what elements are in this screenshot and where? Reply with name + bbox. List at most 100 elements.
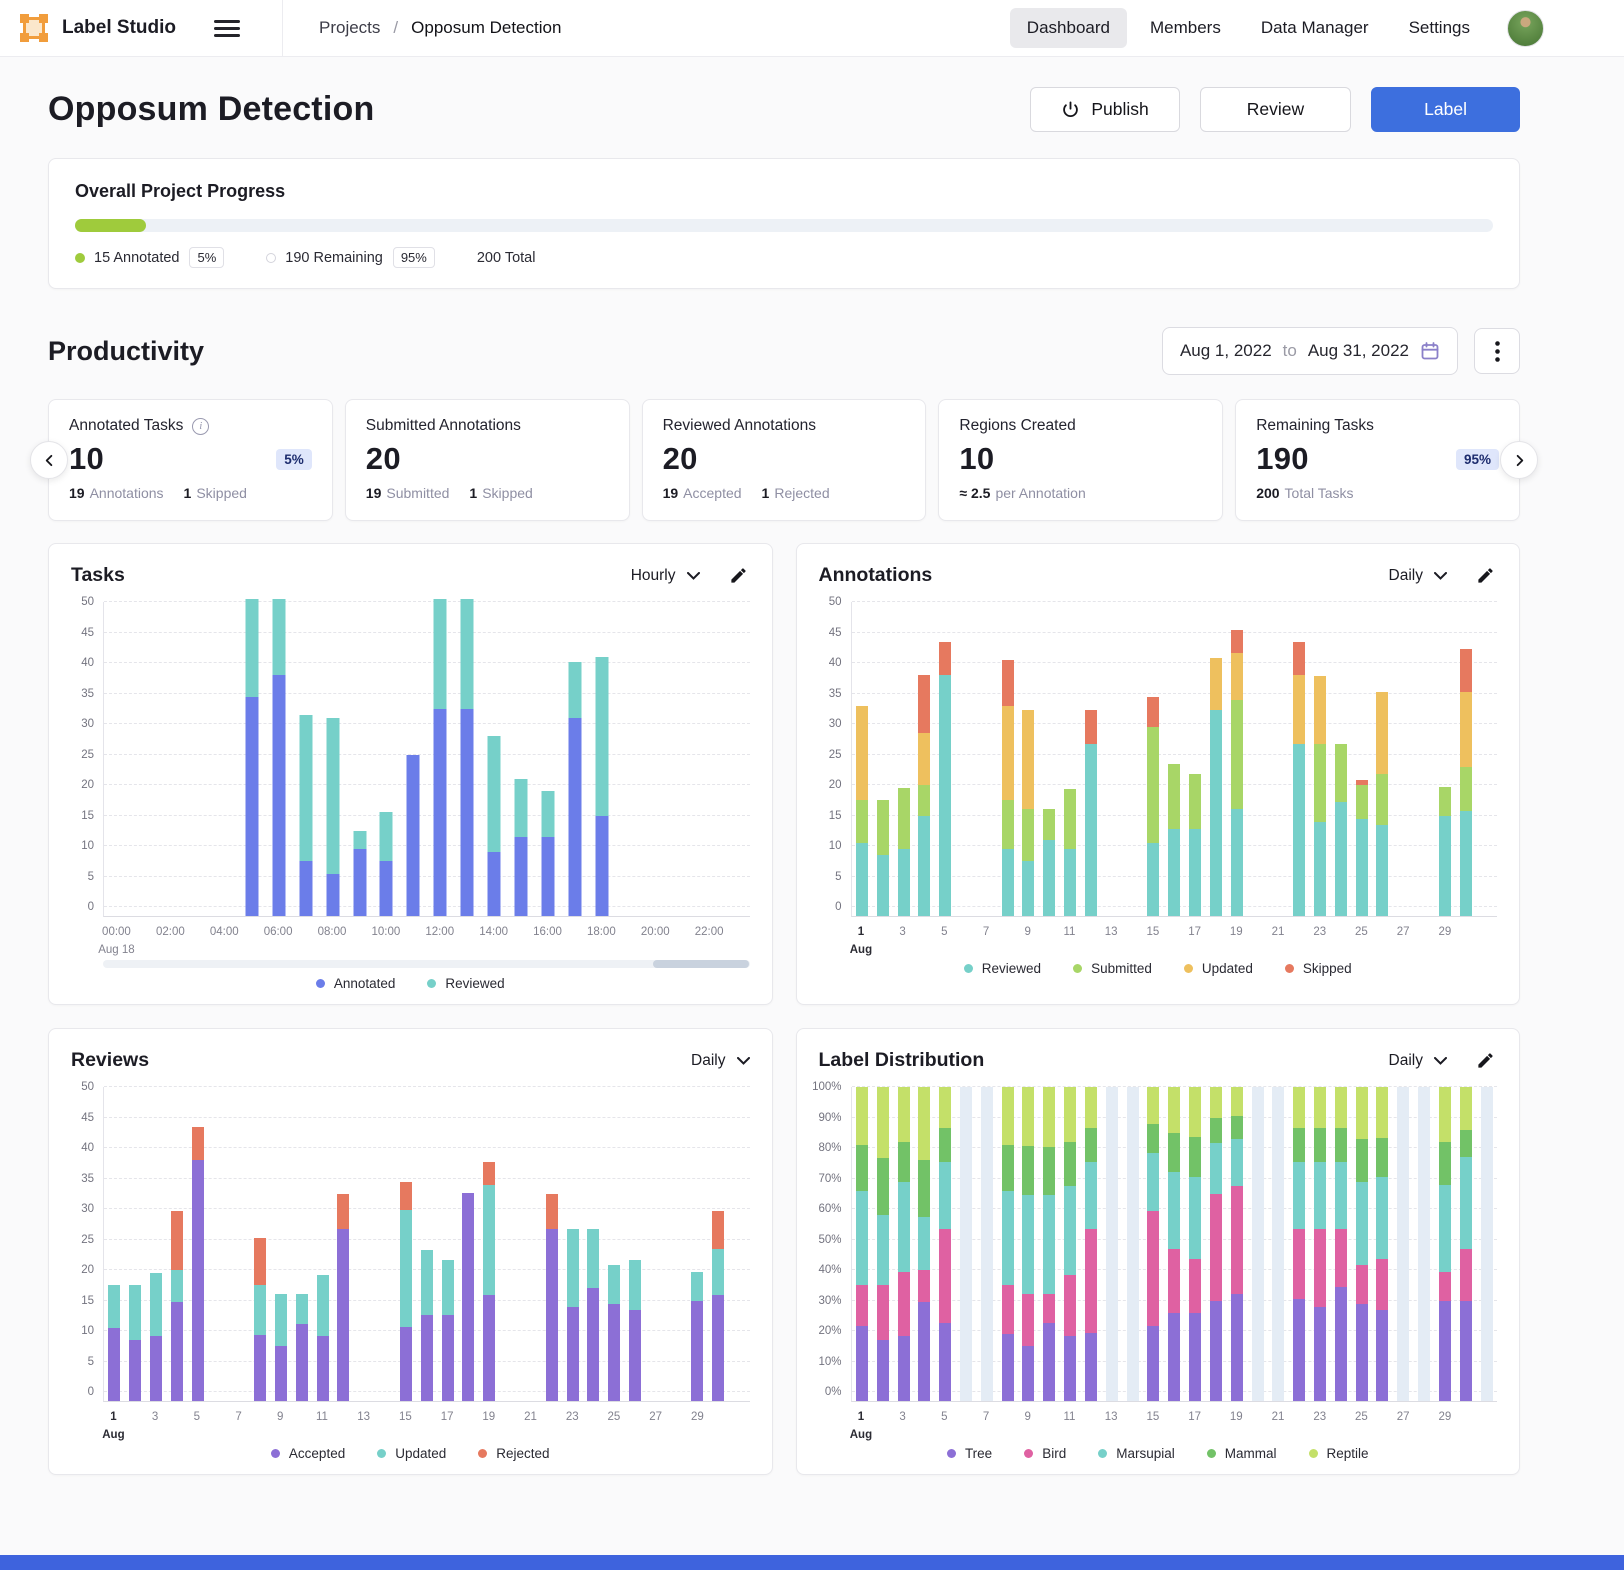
label-button[interactable]: Label <box>1371 87 1520 132</box>
brand[interactable]: Label Studio <box>20 14 176 42</box>
x-tick-label: 11 <box>315 1411 328 1423</box>
y-tick-label: 90% <box>818 1111 842 1124</box>
carousel-next-button[interactable] <box>1500 441 1538 479</box>
bar <box>897 1087 910 1401</box>
publish-button[interactable]: Publish <box>1030 87 1180 132</box>
y-tick-label: 50% <box>818 1233 842 1246</box>
bar <box>1168 1087 1181 1401</box>
x-tick-label: 15 <box>1146 926 1160 938</box>
y-tick-label: 45 <box>81 1111 94 1124</box>
x-tick-label: 1 Aug <box>849 1411 873 1441</box>
bar <box>541 791 555 916</box>
x-tick-label: 18:00 <box>586 926 616 938</box>
bar <box>1293 641 1306 916</box>
edit-chart-button[interactable] <box>727 564 750 587</box>
stat-card-reviewed-annotations: Reviewed Annotations 20 19 Accepted 1 Rejecte… <box>641 399 927 521</box>
productivity-title: Productivity <box>48 335 205 366</box>
bar <box>254 1238 267 1401</box>
stat-card-breakdown: ≈ 2.5 per Annotation <box>959 485 1086 501</box>
menu-icon[interactable] <box>214 19 240 37</box>
annotations-plot <box>850 601 1497 917</box>
y-tick-label: 35 <box>828 687 842 700</box>
x-tick-label: 08:00 <box>317 926 347 938</box>
placeholder-bar <box>1105 1087 1118 1401</box>
bar <box>1334 1087 1347 1401</box>
bar <box>1189 774 1202 916</box>
x-tick-label: 1 Aug <box>102 1411 125 1441</box>
bar <box>245 599 259 916</box>
bar <box>1043 1087 1056 1401</box>
pencil-icon <box>1478 1053 1493 1068</box>
placeholder-bar <box>1272 1087 1285 1401</box>
stat-card-badge: 95% <box>1455 448 1499 470</box>
placeholder-bar <box>1480 1087 1493 1401</box>
legend-item-accepted: Accepted <box>270 1446 345 1461</box>
x-tick-label: 27 <box>649 1411 663 1423</box>
period-dropdown[interactable]: Daily <box>691 1052 750 1070</box>
x-tick-label: 11 <box>1063 926 1076 938</box>
review-button[interactable]: Review <box>1199 87 1352 132</box>
x-tick-label: 12:00 <box>425 926 455 938</box>
nav-item-data-manager[interactable]: Data Manager <box>1260 18 1369 37</box>
period-dropdown[interactable]: Daily <box>1389 567 1447 585</box>
y-tick-label: 15 <box>81 1294 94 1307</box>
carousel-prev-button[interactable] <box>30 441 68 479</box>
chart-title: Annotations <box>818 564 933 586</box>
y-tick-label: 30 <box>828 718 842 730</box>
breadcrumb-projects[interactable]: Projects <box>319 18 381 37</box>
bar <box>487 736 501 916</box>
avatar[interactable] <box>1507 9 1544 47</box>
x-tick-label: 29 <box>1438 1411 1452 1423</box>
top-bar: Label Studio Projects / Opposum Detectio… <box>0 0 1624 57</box>
x-tick-label: 1 Aug <box>849 926 873 956</box>
period-dropdown[interactable]: Hourly <box>631 567 700 585</box>
page-title: Opposum Detection <box>48 90 375 128</box>
y-tick-label: 25 <box>828 748 842 761</box>
info-icon[interactable]: i <box>192 417 210 435</box>
chevron-down-icon <box>686 571 700 580</box>
nav-item-dashboard[interactable]: Dashboard <box>1009 8 1127 48</box>
stat-card-title: Reviewed Annotations <box>662 417 816 434</box>
legend-item-reptile: Reptile <box>1308 1446 1369 1461</box>
bar <box>855 1086 868 1401</box>
date-range-picker[interactable]: Aug 1, 2022 to Aug 31, 2022 <box>1161 327 1458 375</box>
brand-name: Label Studio <box>62 17 176 38</box>
bar <box>712 1211 725 1401</box>
y-tick-label: 80% <box>818 1142 842 1154</box>
edit-chart-button[interactable] <box>1474 564 1497 587</box>
bar <box>1147 696 1160 916</box>
edit-chart-button[interactable] <box>1474 1049 1497 1072</box>
y-tick-label: 45 <box>828 626 842 639</box>
period-dropdown[interactable]: Daily <box>1389 1052 1447 1070</box>
x-tick-label: 25 <box>607 1411 621 1423</box>
nav-item-settings[interactable]: Settings <box>1408 18 1470 37</box>
x-tick-label: 7 <box>982 1411 990 1423</box>
reviews-plot <box>103 1086 750 1402</box>
x-tick-label: 10:00 <box>371 926 401 938</box>
y-tick-label: 20 <box>828 779 842 791</box>
x-tick-label: 19 <box>1229 1411 1243 1423</box>
progress-bar-fill <box>75 219 146 232</box>
y-tick-label: 40 <box>81 657 94 669</box>
legend-item-updated: Updated <box>377 1446 446 1461</box>
chart-scrollbar-thumb[interactable] <box>652 960 750 968</box>
bar <box>1459 649 1472 916</box>
y-tick-label: 45 <box>81 626 94 639</box>
y-tick-label: 50 <box>828 596 842 608</box>
x-tick-label: 22:00 <box>694 926 724 938</box>
bar <box>1459 1087 1472 1401</box>
y-tick-label: 35 <box>81 687 94 700</box>
x-tick-label: 9 <box>1024 926 1031 938</box>
more-options-button[interactable] <box>1474 328 1520 374</box>
y-tick-label: 30% <box>818 1294 842 1307</box>
y-tick-label: 35 <box>81 1172 94 1185</box>
remaining-dot <box>266 252 277 263</box>
bar <box>1209 1087 1222 1401</box>
legend-item-reviewed: Reviewed <box>427 976 505 991</box>
x-tick-label: 11 <box>1063 1411 1076 1423</box>
stat-card-value: 10 <box>959 441 995 476</box>
x-tick-label: 3 <box>899 926 906 938</box>
bar <box>483 1162 496 1401</box>
nav-item-members[interactable]: Members <box>1149 18 1221 37</box>
bar <box>568 661 582 916</box>
